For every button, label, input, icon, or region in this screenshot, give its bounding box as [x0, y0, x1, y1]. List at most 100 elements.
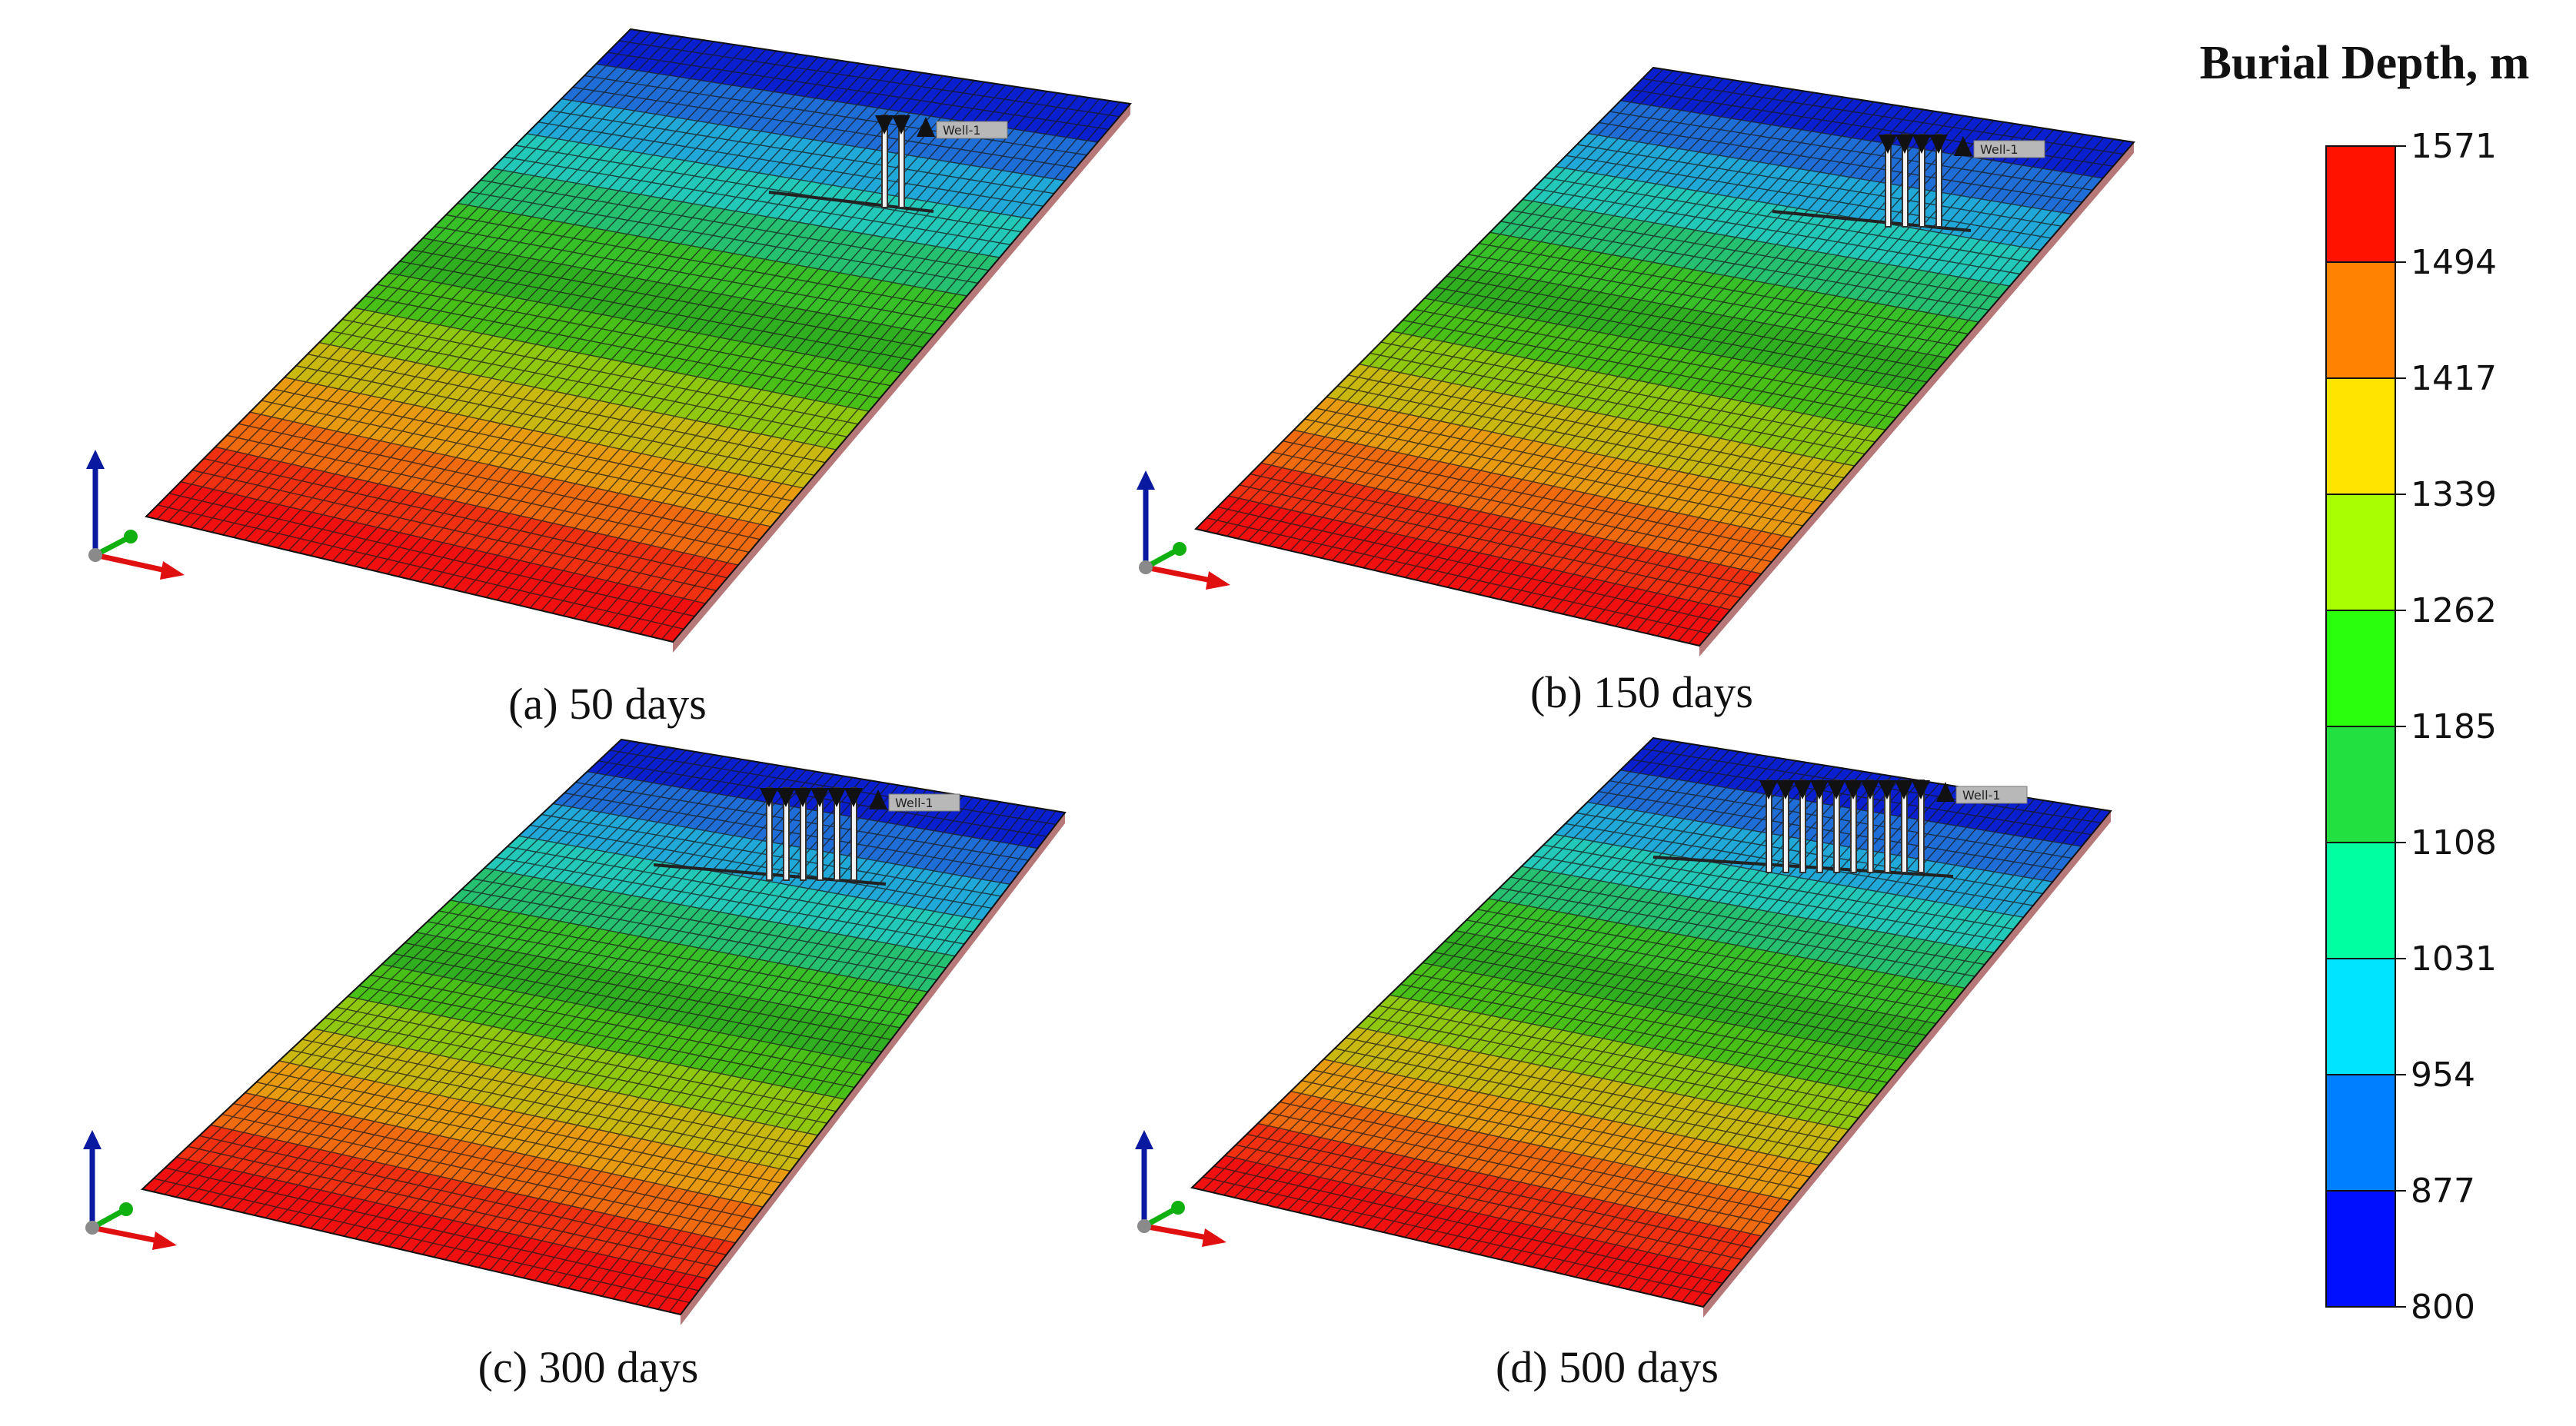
x-axis-arrow	[95, 552, 166, 573]
coordinate-axes-d	[1135, 1130, 1226, 1247]
injector-marker-icon	[1879, 135, 1897, 154]
colorbar-segment	[2325, 145, 2396, 263]
x-axis-arrow	[1143, 1223, 1208, 1241]
colorbar-tick-label: 877	[2411, 1172, 2475, 1211]
coordinate-axes-b	[1137, 470, 1230, 590]
wellbore	[768, 191, 934, 213]
producer-marker-icon	[869, 789, 887, 809]
axes-origin	[1139, 560, 1153, 574]
well-label: Well-1	[1962, 788, 2001, 803]
y-axis-tip	[1171, 1201, 1185, 1215]
injector-marker-icon	[794, 788, 812, 807]
panel-c: Well-1 (c) 300 days	[83, 738, 1067, 1392]
well-label-box	[1955, 786, 2028, 804]
injector-marker-icon	[1912, 135, 1931, 154]
injector-marker-icon	[1810, 780, 1829, 799]
colorbar-tick-label: 1031	[2411, 939, 2497, 979]
colorbar-segment	[2325, 377, 2396, 495]
x-axis-arrowhead	[160, 561, 185, 580]
panel-caption-a: (a) 50 days	[508, 679, 707, 729]
depth-band	[484, 836, 983, 956]
mesh-outline	[1194, 66, 2135, 647]
colorbar-tick-label: 1571	[2411, 127, 2497, 166]
well-fractures-a: Well-1	[768, 115, 1008, 213]
depth-band	[279, 1029, 818, 1172]
panel-caption-b: (b) 150 days	[1530, 667, 1753, 717]
reservoir-mesh-b	[1194, 66, 2135, 656]
z-axis-arrowhead	[83, 1130, 102, 1149]
z-axis-arrowhead	[1135, 1130, 1153, 1149]
mesh-side-edge	[1699, 142, 2134, 656]
colorbar-tick-label: 1339	[2411, 475, 2497, 514]
panel-d: Well-1 (d) 500 days	[1135, 736, 2112, 1392]
injector-marker-icon	[1878, 780, 1896, 799]
reservoir-mesh-d	[1190, 736, 2112, 1318]
panel-caption-c: (c) 300 days	[478, 1342, 699, 1392]
colorbar-tick-label: 954	[2411, 1055, 2475, 1095]
colorbar-segment	[2325, 1074, 2396, 1192]
well-fractures-c: Well-1	[653, 787, 960, 886]
injector-marker-icon	[844, 788, 863, 807]
injector-marker-icon	[1759, 780, 1778, 799]
well-fractures-d: Well-1	[1652, 779, 2028, 878]
injector-marker-icon	[892, 115, 910, 135]
producer-marker-icon	[917, 117, 935, 137]
depth-band	[450, 868, 956, 992]
colorbar-ticks: 1571 1494 1417 1339 1262 1185 1108 1031 954 877 80…	[2395, 127, 2497, 1327]
depth-band	[518, 803, 1010, 920]
injector-marker-icon	[1861, 780, 1879, 799]
panel-b: Well-1 (b) 150 days	[1137, 66, 2135, 717]
colorbar	[2325, 145, 2396, 1308]
mesh-side-edge	[681, 813, 1065, 1325]
injector-marker-icon	[1776, 780, 1795, 799]
injector-marker-icon	[1844, 780, 1862, 799]
reservoir-mesh-a	[145, 28, 1132, 653]
colorbar-segment	[2325, 1190, 2396, 1308]
x-axis-arrow	[1145, 564, 1212, 583]
injector-marker-icon	[810, 788, 829, 807]
y-axis-tip	[119, 1202, 133, 1216]
colorbar-segment	[2325, 494, 2396, 611]
axes-origin	[1137, 1219, 1151, 1233]
well-label: Well-1	[943, 123, 981, 138]
well-label: Well-1	[895, 796, 934, 810]
panel-caption-d: (d) 500 days	[1496, 1342, 1719, 1392]
producer-marker-icon	[1954, 136, 1972, 156]
color-legend: Burial Depth, m 1571 1494 1417 1339 1262 1185…	[2200, 37, 2530, 1327]
z-axis-arrowhead	[1137, 470, 1155, 490]
colorbar-tick-label: 1262	[2411, 591, 2497, 630]
depth-band	[211, 1092, 764, 1243]
axes-origin	[88, 548, 102, 562]
colorbar-segment	[2325, 958, 2396, 1075]
x-axis-arrowhead	[1202, 1228, 1226, 1247]
x-axis-arrowhead	[152, 1232, 177, 1250]
x-axis-arrowhead	[1206, 571, 1230, 590]
depth-band	[381, 932, 900, 1064]
colorbar-tick-label: 1185	[2411, 707, 2497, 746]
axes-origin	[85, 1221, 99, 1235]
legend-title: Burial Depth, m	[2200, 37, 2530, 89]
injector-marker-icon	[1827, 780, 1845, 799]
injector-marker-icon	[1895, 135, 1914, 154]
depth-band	[176, 1125, 736, 1279]
mesh-side-edge	[1703, 811, 2111, 1318]
injector-marker-icon	[1793, 780, 1812, 799]
colorbar-tick-label: 1108	[2411, 823, 2497, 863]
coordinate-axes-c	[83, 1130, 177, 1250]
well-fractures-b: Well-1	[1772, 134, 2045, 232]
z-axis-arrowhead	[86, 450, 105, 469]
reservoir-mesh-c	[140, 738, 1067, 1325]
injector-marker-icon	[827, 788, 846, 807]
colorbar-segment	[2325, 610, 2396, 727]
colorbar-segment	[2325, 842, 2396, 959]
colorbar-segment	[2325, 261, 2396, 379]
injector-marker-icon	[875, 115, 894, 135]
mesh-outline	[140, 738, 1067, 1316]
injector-marker-icon	[1929, 135, 1948, 154]
well-label-box	[888, 793, 960, 812]
mesh-side-edge	[673, 104, 1130, 653]
y-axis-tip	[124, 530, 138, 543]
depth-band	[313, 996, 846, 1135]
colorbar-tick-label: 800	[2411, 1288, 2475, 1327]
